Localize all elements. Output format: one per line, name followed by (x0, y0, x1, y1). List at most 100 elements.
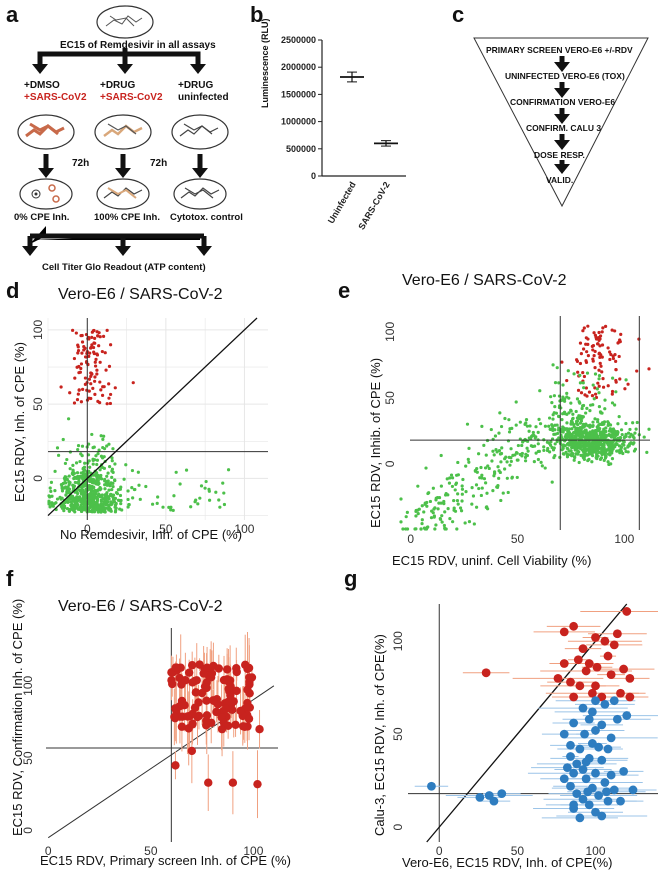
panel-d-point-non-hits (88, 503, 92, 507)
panel-e-point-main (586, 443, 590, 447)
panel-d-point-non-hits (72, 503, 76, 507)
panel-e-point-tail (531, 444, 535, 449)
panel-d-point-non-hits (83, 502, 87, 506)
panel-d-point-non-hits (67, 494, 72, 499)
panel-d-point-non-hits (78, 459, 82, 464)
panel-e-point-tail (563, 444, 567, 448)
panel-e-point-tail (550, 400, 554, 405)
panel-d-point-hits (82, 345, 86, 349)
panel-e-point-main (569, 442, 573, 447)
panel-g-point (628, 785, 638, 795)
panel-e-point-tail (475, 470, 479, 474)
panel-d-point-hits (98, 400, 102, 405)
panel-d-point-non-hits (70, 507, 75, 511)
funnel-step-3: CONFIRMATION VERO-E6 (510, 97, 616, 107)
panel-e-point-hits (592, 331, 596, 335)
panel-e-point-main (598, 427, 602, 431)
panel-d-point-non-hits (81, 501, 85, 506)
panel-d-point-non-hits (204, 479, 208, 484)
panel-e-point-main (611, 427, 616, 431)
panel-d-point-non-hits (50, 503, 54, 507)
panel-e-point-main (591, 440, 595, 444)
panel-e-point-main (603, 440, 607, 444)
panel-e-point-tail (438, 517, 443, 521)
panel-e-point-tail (458, 506, 463, 510)
panel-e-point-main (602, 434, 606, 438)
panel-f-point (243, 664, 252, 674)
panel-d-point-non-hits (94, 503, 99, 507)
panel-d-point-non-hits (88, 477, 92, 481)
panel-d-point-hits (72, 401, 77, 405)
panel-e-point-hits (586, 324, 590, 328)
panel-e-point-main (594, 430, 598, 435)
panel-e-point-main (585, 441, 589, 446)
panel-e-point-tail (510, 475, 514, 479)
panel-d-point-non-hits (66, 500, 70, 504)
panel-d-point-non-hits (107, 503, 111, 507)
panel-d-point-non-hits (136, 470, 140, 474)
panel-e-point-tail (415, 508, 420, 512)
panel-g-point (591, 768, 600, 778)
panel-d-ytick-label: 50 (31, 397, 45, 411)
panel-e-point-main (595, 442, 600, 446)
panel-e-point-main (604, 429, 608, 434)
panel-e-point-hits (597, 384, 601, 388)
panel-d-point-non-hits (89, 502, 93, 506)
panel-e-point-main (587, 434, 592, 438)
panel-d-point-hits (77, 371, 81, 375)
panel-e-point-main (597, 441, 601, 445)
panel-e-point-tail (578, 381, 582, 385)
panel-d-point-non-hits (87, 509, 91, 513)
panel-d-point-non-hits (92, 492, 96, 496)
panel-d-point-non-hits (101, 505, 105, 509)
panel-e-point-hits (609, 352, 613, 357)
panel-e-point-main (592, 432, 596, 436)
panel-d-ytick-label: 0 (31, 475, 45, 482)
panel-d-point-non-hits (62, 476, 67, 480)
panel-d-point-non-hits (98, 468, 102, 472)
panel-e-point-main (577, 432, 581, 436)
panel-g-point (575, 744, 585, 754)
panel-e-point-main (568, 432, 573, 436)
panel-d-point-non-hits (62, 509, 66, 513)
panel-e-point-main (603, 456, 608, 460)
panel-d-point-non-hits (76, 497, 80, 501)
panel-d-point-non-hits (83, 477, 87, 481)
panel-e-point-tail (563, 434, 567, 439)
panel-d-point-non-hits (94, 489, 98, 493)
panel-d-point-non-hits (94, 474, 98, 478)
panel-d-point-non-hits (88, 501, 92, 505)
panel-d-point-non-hits (95, 505, 100, 509)
panel-e-point-main (585, 453, 590, 457)
panel-e-point-hits (597, 352, 601, 356)
panel-e-point-hits (600, 370, 604, 374)
panel-e-point-main (584, 453, 588, 457)
panel-f-point (217, 724, 227, 734)
panel-d-point-non-hits (90, 480, 94, 485)
panel-e-point-main (586, 437, 590, 441)
panel-e-point-main (551, 427, 555, 431)
panel-e-point-tail (473, 469, 478, 473)
panel-e-point-main (596, 447, 600, 451)
panel-d-point-non-hits (102, 510, 106, 514)
panel-d-point-non-hits (94, 454, 98, 458)
panel-e-point-hits (591, 348, 595, 352)
panel-e-point-main (593, 448, 597, 452)
panel-e-point-tail (558, 399, 562, 403)
panel-e-point-tail (514, 450, 519, 455)
panel-d-point-non-hits (47, 501, 51, 505)
panel-e-point-hits (599, 353, 603, 357)
panel-e-point-main (590, 433, 594, 437)
panel-d-point-non-hits (65, 487, 69, 491)
panel-d-point-non-hits (85, 493, 89, 497)
panel-d-point-non-hits (105, 493, 109, 498)
panel-d-point-non-hits (109, 502, 114, 506)
panel-e-point-tail (476, 452, 481, 456)
panel-d-point-non-hits (93, 493, 97, 497)
panel-d-point-non-hits (91, 498, 95, 502)
panel-e-point-main (584, 441, 588, 445)
panel-d-point-non-hits (207, 487, 211, 492)
panel-d-point-non-hits (83, 461, 87, 465)
panel-e-point-tail (584, 422, 588, 426)
panel-d-point-non-hits (73, 489, 77, 493)
